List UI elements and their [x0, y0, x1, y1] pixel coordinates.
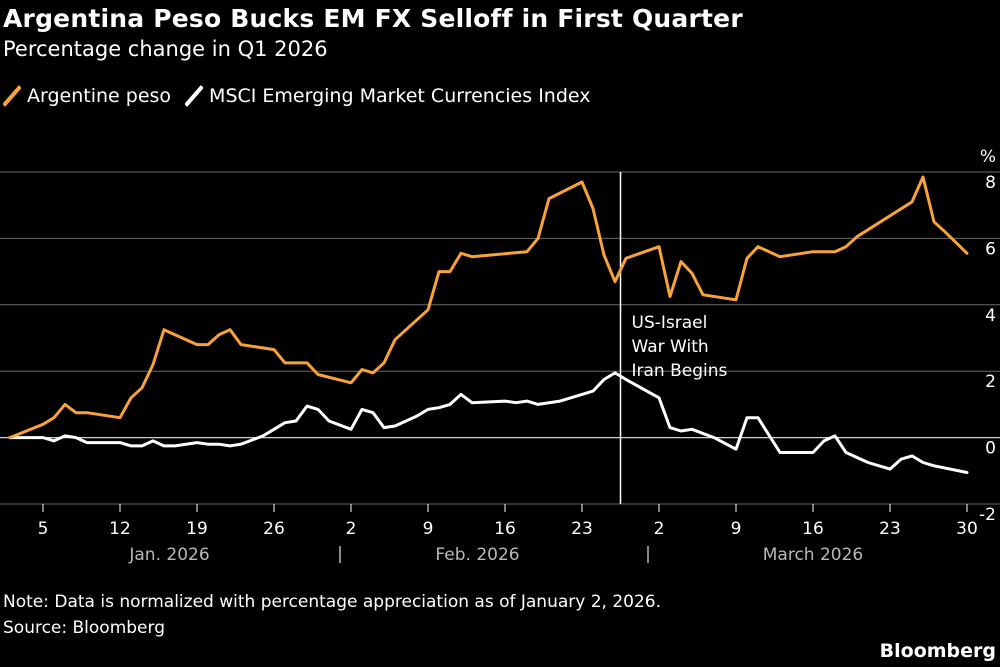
event-annotation-label: Iran Begins	[632, 361, 728, 381]
legend: Argentine peso MSCI Emerging Market Curr…	[3, 83, 605, 109]
annotations: US-Israel War With Iran Begins	[619, 172, 728, 504]
x-tick-label: 23	[879, 519, 901, 539]
event-annotation-label: US-Israel	[632, 313, 708, 333]
x-tick-label: 2	[654, 519, 665, 539]
x-axis: 5 12 19 26 2 9 16 23 2 9 16 23 30 Jan. 2026 Feb. 2026 M…	[38, 504, 978, 565]
footnote: Note: Data is normalized with percentage…	[3, 592, 662, 612]
x-tick-label: 26	[263, 519, 285, 539]
legend-swatch-orange	[3, 85, 21, 107]
legend-label: Argentine peso	[27, 85, 172, 107]
y-tick-label: -2	[979, 505, 996, 525]
y-tick-label: 6	[985, 239, 996, 259]
series-lines	[8, 175, 969, 474]
legend-item-msci-em-currencies: MSCI Emerging Market Currencies Index	[185, 85, 591, 107]
bloomberg-logo: Bloomberg	[879, 640, 996, 662]
source-note: Source: Bloomberg	[3, 618, 165, 638]
y-axis: 8 6 4 2 0 -2	[979, 173, 996, 525]
x-tick-label: 30	[956, 519, 978, 539]
chart-title: Argentina Peso Bucks EM FX Selloff in Fi…	[3, 4, 743, 33]
x-tick-label: 16	[494, 519, 516, 539]
month-label: Feb. 2026	[435, 545, 519, 565]
x-tick-label: 23	[571, 519, 593, 539]
legend-item-argentine-peso: Argentine peso	[3, 85, 171, 107]
series-line-msci-emerging-market-currencies-index	[8, 371, 969, 474]
x-tick-label: 2	[346, 519, 357, 539]
x-tick-label: 5	[38, 519, 49, 539]
x-tick-label: 12	[109, 519, 131, 539]
y-tick-label: 4	[985, 306, 996, 326]
x-tick-label: 19	[186, 519, 208, 539]
y-axis-unit: %	[980, 147, 996, 167]
y-tick-label: 0	[985, 439, 996, 459]
month-label: March 2026	[763, 545, 864, 565]
legend-swatch-white	[185, 85, 204, 107]
chart-subtitle: Percentage change in Q1 2026	[3, 37, 328, 61]
series-line-argentine-peso	[8, 175, 969, 440]
y-tick-label: 2	[985, 372, 996, 392]
x-tick-label: 9	[731, 519, 742, 539]
x-tick-label: 16	[802, 519, 824, 539]
x-tick-label: 9	[423, 519, 434, 539]
y-tick-label: 8	[985, 173, 996, 193]
legend-label: MSCI Emerging Market Currencies Index	[209, 85, 591, 107]
month-label: Jan. 2026	[128, 545, 209, 565]
event-annotation-label: War With	[632, 337, 709, 357]
